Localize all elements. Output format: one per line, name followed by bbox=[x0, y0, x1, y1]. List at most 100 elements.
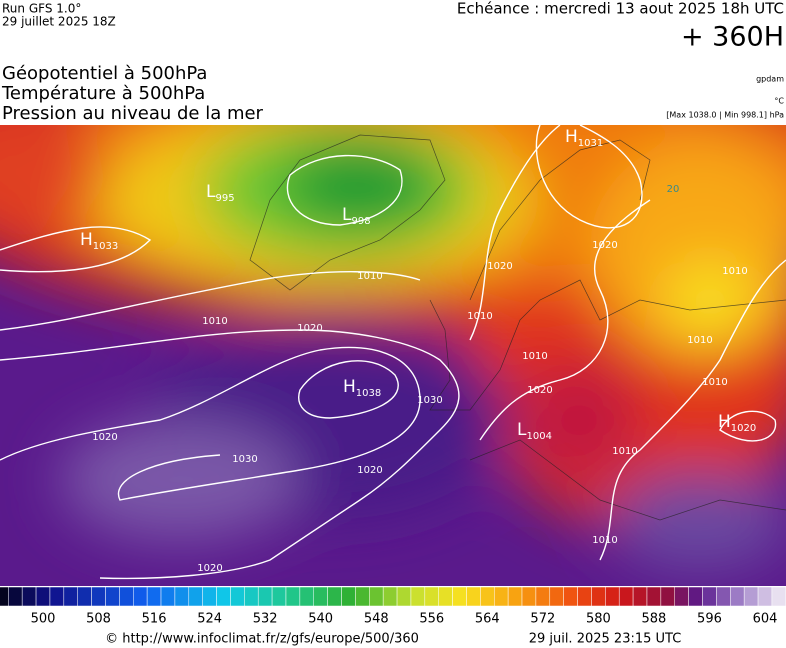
colorbar-swatch bbox=[452, 586, 467, 607]
run-label: Run GFS 1.0° bbox=[2, 2, 81, 16]
isobar bbox=[0, 346, 421, 501]
isobar-label: 1030 bbox=[417, 395, 442, 406]
isobar bbox=[0, 271, 421, 331]
center-letter: H bbox=[80, 230, 93, 250]
colorbar-swatch bbox=[63, 586, 78, 607]
colorbar-swatch bbox=[8, 586, 23, 607]
colorbar-swatch bbox=[21, 586, 37, 607]
lead-time: + 360H bbox=[681, 22, 784, 53]
isobar bbox=[286, 154, 403, 226]
unit-label: °C bbox=[774, 97, 784, 106]
colorbar-swatch bbox=[632, 586, 648, 607]
colorbar-swatch bbox=[674, 586, 689, 607]
isobar-label: 1010 bbox=[612, 446, 637, 457]
colorbar-swatch bbox=[216, 586, 231, 607]
isobar-label: 1030 bbox=[232, 454, 257, 465]
field-label: Pression au niveau de la mer bbox=[2, 103, 264, 124]
colorbar-swatch bbox=[355, 586, 370, 607]
colorbar-swatch bbox=[174, 586, 190, 607]
pressure-center: H1020 bbox=[718, 412, 756, 434]
colorbar-swatch bbox=[521, 586, 537, 607]
colorbar-tick-label: 556 bbox=[419, 612, 444, 627]
colorbar-swatch bbox=[369, 586, 384, 607]
colorbar-tick-label: 596 bbox=[697, 612, 722, 627]
colorbar-swatch bbox=[313, 586, 328, 607]
center-value: 1038 bbox=[356, 388, 381, 399]
isobar bbox=[298, 360, 399, 419]
isobar-label: 1010 bbox=[522, 351, 547, 362]
center-letter: L bbox=[342, 205, 352, 225]
coastline bbox=[469, 439, 786, 521]
center-letter: L bbox=[206, 182, 216, 202]
center-value: 998 bbox=[351, 216, 370, 227]
colorbar-swatch bbox=[119, 586, 134, 607]
isobar-label: 1010 bbox=[702, 377, 727, 388]
colorbar-swatch bbox=[591, 586, 606, 607]
colorbar-swatch bbox=[743, 586, 759, 607]
valid-time: Echéance : mercredi 13 aout 2025 18h UTC bbox=[457, 0, 784, 18]
colorbar-tick-label: 532 bbox=[253, 612, 278, 627]
colorbar-swatch bbox=[507, 586, 523, 607]
pressure-center: L1004 bbox=[517, 420, 552, 442]
center-value: 1004 bbox=[526, 431, 551, 442]
isobar-label: 1010 bbox=[592, 535, 617, 546]
colorbar-tick-label: 564 bbox=[475, 612, 500, 627]
colorbar-tick-label: 604 bbox=[753, 612, 778, 627]
unit-label: [Max 1038.0 | Min 998.1] hPa bbox=[666, 111, 784, 120]
colorbar-swatch bbox=[730, 586, 745, 607]
pressure-centers: H1033 L995 L998 H1031 H1038 L1004 H1020 bbox=[80, 127, 756, 442]
center-value: 1031 bbox=[578, 138, 603, 149]
colorbar-swatch bbox=[480, 586, 495, 607]
center-value: 995 bbox=[215, 193, 234, 204]
colorbar-swatch bbox=[577, 586, 592, 607]
isobar-label: 1020 bbox=[197, 563, 222, 574]
colorbar-swatch bbox=[91, 586, 106, 607]
colorbar-swatch bbox=[716, 586, 731, 607]
colorbar-swatch bbox=[660, 586, 675, 607]
colorbar: 500 508 516 524 532 540 548 556 564 572 580 588 596 6… bbox=[0, 586, 786, 627]
isobar-label: 1010 bbox=[467, 311, 492, 322]
colorbar-swatch bbox=[49, 586, 65, 607]
pressure-center: H1033 bbox=[80, 230, 118, 252]
unit-label: gpdam bbox=[756, 75, 784, 84]
center-value: 1020 bbox=[731, 423, 756, 434]
colorbar-swatch bbox=[466, 586, 481, 607]
pressure-center: H1031 bbox=[565, 127, 603, 149]
isobar bbox=[0, 329, 460, 580]
colorbar-swatch bbox=[396, 586, 412, 607]
colorbar-swatch bbox=[327, 586, 342, 607]
pressure-center: H1038 bbox=[343, 377, 381, 399]
generated-time: 29 juil. 2025 23:15 UTC bbox=[529, 632, 682, 647]
temperature-label: 20 bbox=[667, 184, 680, 195]
center-letter: H bbox=[565, 127, 578, 147]
colorbar-swatch bbox=[77, 586, 92, 607]
isobar-label: 1020 bbox=[357, 465, 382, 476]
colorbar-swatch bbox=[438, 586, 453, 607]
colorbar-swatch bbox=[757, 586, 773, 607]
colorbar-swatch bbox=[230, 586, 245, 607]
isobar-label: 1020 bbox=[592, 240, 617, 251]
isobar-label: 1010 bbox=[357, 271, 382, 282]
center-letter: L bbox=[517, 420, 527, 440]
colorbar-swatch bbox=[618, 586, 634, 607]
source-credit: © http://www.infoclimat.fr/z/gfs/europe/… bbox=[105, 632, 419, 647]
isobar-label: 1020 bbox=[92, 432, 117, 443]
colorbar-swatch bbox=[299, 586, 315, 607]
colorbar-swatch bbox=[0, 586, 9, 607]
center-letter: H bbox=[718, 412, 731, 432]
colorbar-swatch bbox=[341, 586, 356, 607]
isobar-label: 1020 bbox=[297, 323, 322, 334]
isobar bbox=[535, 125, 643, 229]
isobar-label: 1020 bbox=[527, 385, 552, 396]
colorbar-swatch bbox=[133, 586, 148, 607]
colorbar-swatch bbox=[424, 586, 439, 607]
colorbar-swatch bbox=[563, 586, 578, 607]
colorbar-tick-label: 588 bbox=[642, 612, 667, 627]
isobar-label: 1010 bbox=[202, 316, 227, 327]
colorbar-tick-label: 508 bbox=[86, 612, 111, 627]
colorbar-swatch bbox=[688, 586, 703, 607]
colorbar-swatch bbox=[257, 586, 273, 607]
isobar bbox=[719, 410, 777, 442]
colorbar-swatch bbox=[549, 586, 564, 607]
